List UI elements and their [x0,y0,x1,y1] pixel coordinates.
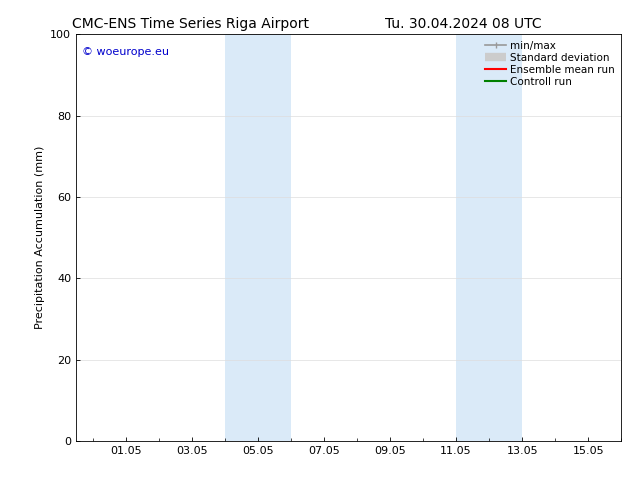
Legend: min/max, Standard deviation, Ensemble mean run, Controll run: min/max, Standard deviation, Ensemble me… [482,37,618,90]
Bar [225,34,291,441]
Text: Tu. 30.04.2024 08 UTC: Tu. 30.04.2024 08 UTC [384,17,541,31]
Text: © woeurope.eu: © woeurope.eu [82,47,169,56]
Text: CMC-ENS Time Series Riga Airport: CMC-ENS Time Series Riga Airport [72,17,309,31]
Y-axis label: Precipitation Accumulation (mm): Precipitation Accumulation (mm) [35,146,44,329]
Title: CMC-ENS Time Series Riga Airport     Tu. 30.04.2024 08 UTC: CMC-ENS Time Series Riga Airport Tu. 30.… [0,489,1,490]
Bar [456,34,522,441]
